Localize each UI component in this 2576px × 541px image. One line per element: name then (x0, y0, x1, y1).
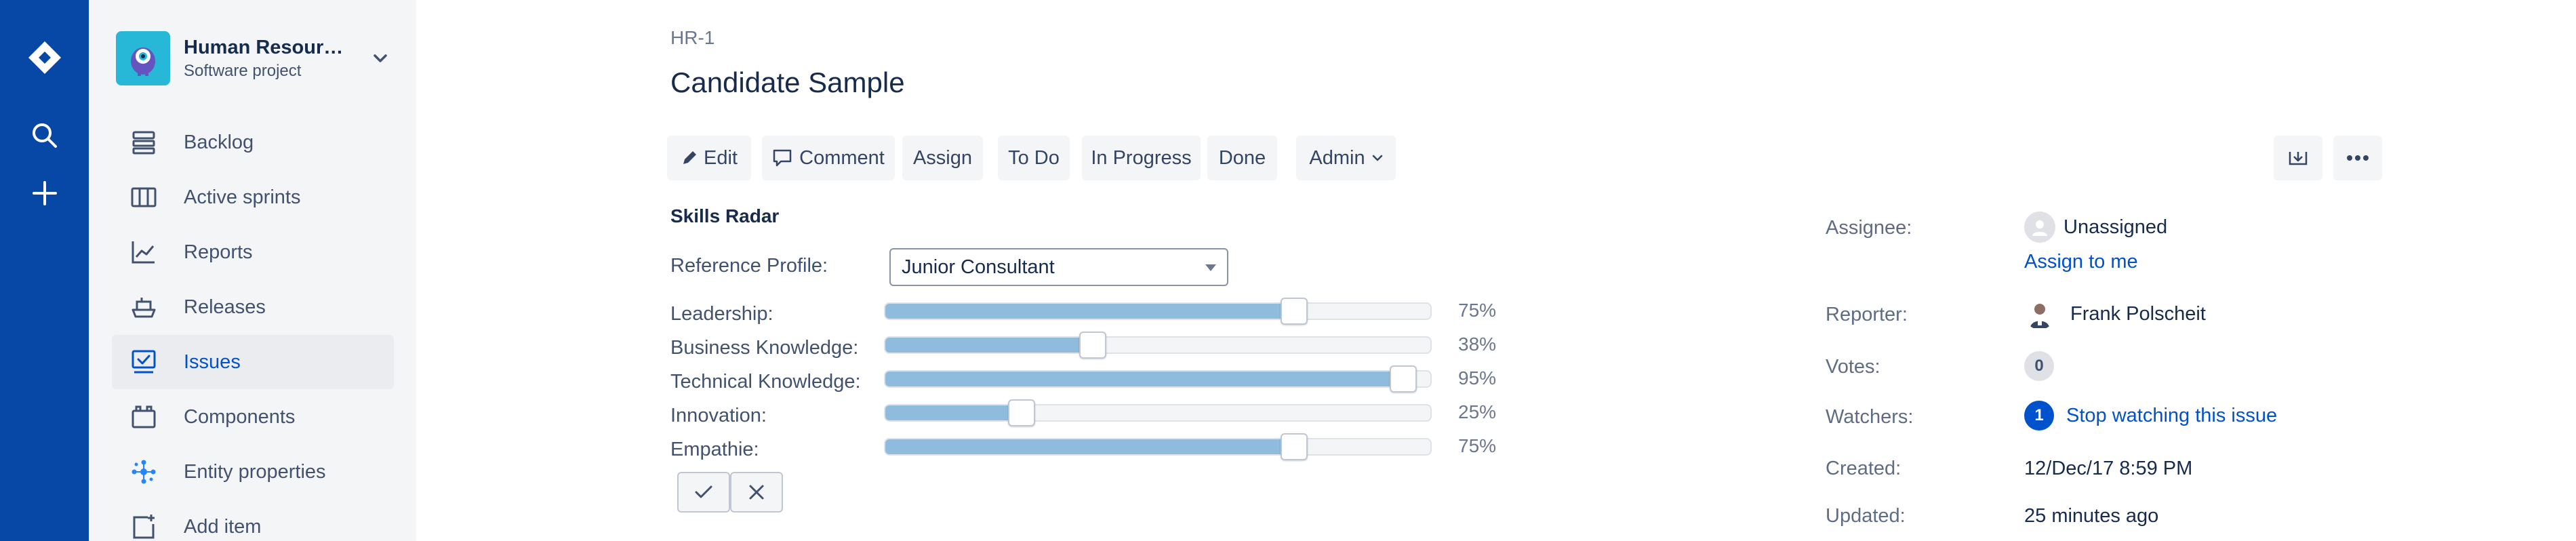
reference-profile-select[interactable]: Junior Consultant (889, 248, 1228, 286)
jira-logo-icon[interactable] (0, 34, 89, 81)
votes-value[interactable]: 0 (2024, 351, 2054, 381)
project-switcher[interactable]: Human Resources Software project (116, 28, 394, 88)
close-icon (749, 485, 764, 500)
sidebar-item-add-item[interactable]: Add item (112, 500, 394, 541)
reporter-label: Reporter: (1826, 304, 1908, 325)
slider-thumb[interactable] (1281, 298, 1308, 325)
skill-percent: 95% (1458, 367, 1497, 388)
sidebar-item-releases[interactable]: Releases (112, 280, 394, 334)
comment-button[interactable]: Comment (762, 136, 895, 180)
skill-label: Innovation: (670, 405, 767, 426)
export-button[interactable] (2274, 136, 2322, 180)
sidebar-item-label: Add item (184, 515, 262, 538)
edit-button[interactable]: Edit (667, 136, 751, 180)
checkmark-icon (695, 485, 712, 498)
created-value: 12/Dec/17 8:59 PM (2024, 458, 2193, 479)
done-button[interactable]: Done (1207, 136, 1277, 180)
issue-key[interactable]: HR-1 (670, 27, 715, 48)
stop-watching-link[interactable]: Stop watching this issue (2066, 404, 2278, 426)
reports-icon (127, 235, 161, 269)
more-icon (2347, 155, 2369, 161)
comment-icon (773, 149, 792, 167)
entity-properties-icon (127, 455, 161, 489)
cancel-button[interactable] (730, 472, 783, 513)
sidebar-item-label: Reports (184, 241, 253, 263)
assignee-label: Assignee: (1826, 217, 1912, 239)
skill-label: Business Knowledge: (670, 337, 859, 359)
sidebar-item-entity-properties[interactable]: Entity properties (112, 445, 394, 499)
more-actions-button[interactable] (2333, 136, 2382, 180)
search-icon[interactable] (0, 115, 89, 156)
watchers-badge[interactable]: 1 (2024, 401, 2054, 430)
sidebar-item-label: Backlog (184, 131, 254, 153)
sidebar-item-label: Active sprints (184, 186, 301, 208)
releases-icon (127, 290, 161, 324)
pencil-icon (683, 151, 696, 164)
chevron-down-icon (367, 54, 394, 63)
watchers-label: Watchers: (1826, 406, 1914, 428)
todo-button[interactable]: To Do (998, 136, 1070, 180)
skill-slider-leadership[interactable] (884, 298, 1432, 325)
project-sidebar: Human Resources Software project Backlog… (89, 0, 416, 541)
skill-slider-business-knowledge[interactable] (884, 332, 1432, 359)
updated-value: 25 minutes ago (2024, 505, 2159, 527)
project-avatar (116, 31, 170, 85)
avatar (2024, 298, 2055, 329)
skills-radar-title: Skills Radar (670, 205, 780, 226)
project-type: Software project (184, 61, 302, 80)
project-name: Human Resources (184, 36, 353, 58)
components-icon (127, 400, 161, 434)
reference-profile-label: Reference Profile: (670, 255, 828, 277)
slider-thumb[interactable] (1008, 399, 1035, 426)
reporter-value[interactable]: Frank Polscheit (2024, 298, 2206, 329)
skill-slider-technical-knowledge[interactable] (884, 365, 1432, 393)
slider-thumb[interactable] (1079, 332, 1106, 359)
export-icon (2289, 152, 2308, 165)
skill-label: Technical Knowledge: (670, 371, 861, 393)
add-item-icon (127, 510, 161, 541)
created-label: Created: (1826, 458, 1901, 479)
skill-percent: 25% (1458, 401, 1497, 422)
in-progress-button[interactable]: In Progress (1082, 136, 1201, 180)
votes-badge: 0 (2024, 351, 2054, 381)
backlog-icon (127, 125, 161, 159)
create-icon[interactable] (0, 173, 89, 214)
dropdown-caret-icon (1205, 264, 1216, 271)
skill-label: Empathie: (670, 439, 759, 460)
board-icon (127, 180, 161, 214)
confirm-button[interactable] (677, 472, 730, 513)
issues-icon (127, 345, 161, 379)
sidebar-item-issues[interactable]: Issues (112, 335, 394, 389)
skill-percent: 75% (1458, 435, 1497, 456)
skill-percent: 75% (1458, 300, 1497, 321)
assign-to-me-link[interactable]: Assign to me (2024, 251, 2138, 273)
chevron-down-icon (1372, 155, 1382, 161)
issue-title[interactable]: Candidate Sample (670, 66, 905, 98)
skill-label: Leadership: (670, 303, 773, 325)
watchers-value: 1 Stop watching this issue (2024, 401, 2277, 430)
skill-slider-empathie[interactable] (884, 433, 1432, 460)
updated-label: Updated: (1826, 505, 1906, 527)
sidebar-item-active-sprints[interactable]: Active sprints (112, 170, 394, 224)
assignee-value[interactable]: Unassigned (2024, 212, 2167, 243)
skill-percent: 38% (1458, 334, 1497, 355)
votes-label: Votes: (1826, 356, 1880, 378)
slider-thumb[interactable] (1281, 433, 1308, 460)
sidebar-item-label: Issues (184, 350, 241, 373)
sidebar-item-label: Entity properties (184, 460, 326, 483)
slider-thumb[interactable] (1389, 365, 1417, 393)
sidebar-item-components[interactable]: Components (112, 390, 394, 444)
sidebar-item-reports[interactable]: Reports (112, 225, 394, 279)
sidebar-item-backlog[interactable]: Backlog (112, 115, 394, 169)
skill-slider-innovation[interactable] (884, 399, 1432, 426)
admin-button[interactable]: Admin (1296, 136, 1396, 180)
global-navigation (0, 0, 89, 541)
assign-button[interactable]: Assign (902, 136, 983, 180)
sidebar-item-label: Releases (184, 296, 266, 318)
unassigned-avatar-icon (2024, 212, 2055, 243)
sidebar-item-label: Components (184, 405, 296, 428)
